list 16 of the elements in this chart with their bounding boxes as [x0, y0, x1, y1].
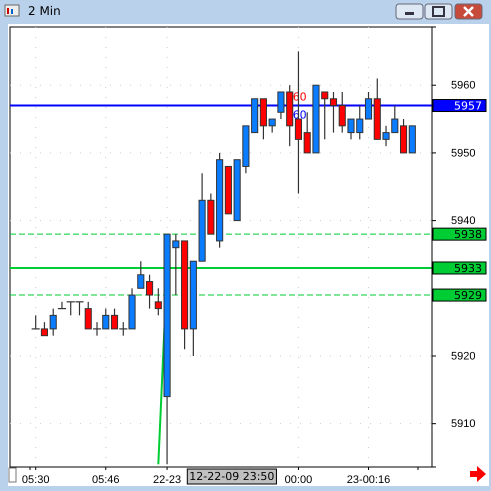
chart-title: 2 Min	[28, 4, 61, 18]
y-tick-label: 5960	[451, 80, 476, 92]
y-tick-label: 5940	[451, 215, 476, 228]
y-tick-label: 5920	[451, 350, 476, 363]
x-tick-label: 23-00:16	[346, 474, 390, 486]
text: 12-22-09 23:50	[189, 470, 274, 483]
x-tick-label: 05:30	[22, 474, 50, 486]
x-tick-label: 05:46	[92, 474, 120, 486]
x-tick-label: 00:00	[284, 474, 312, 486]
y-tick-label: 5910	[451, 418, 476, 430]
x-tick-label: 22-23	[153, 474, 182, 486]
ref-line-label: 5957	[454, 100, 482, 113]
ref-line-label: 5938	[454, 228, 482, 242]
y-tick-label: 5950	[451, 147, 476, 160]
ref-line-label: 5933	[454, 262, 482, 275]
ref-line-label: 5929	[454, 289, 482, 302]
